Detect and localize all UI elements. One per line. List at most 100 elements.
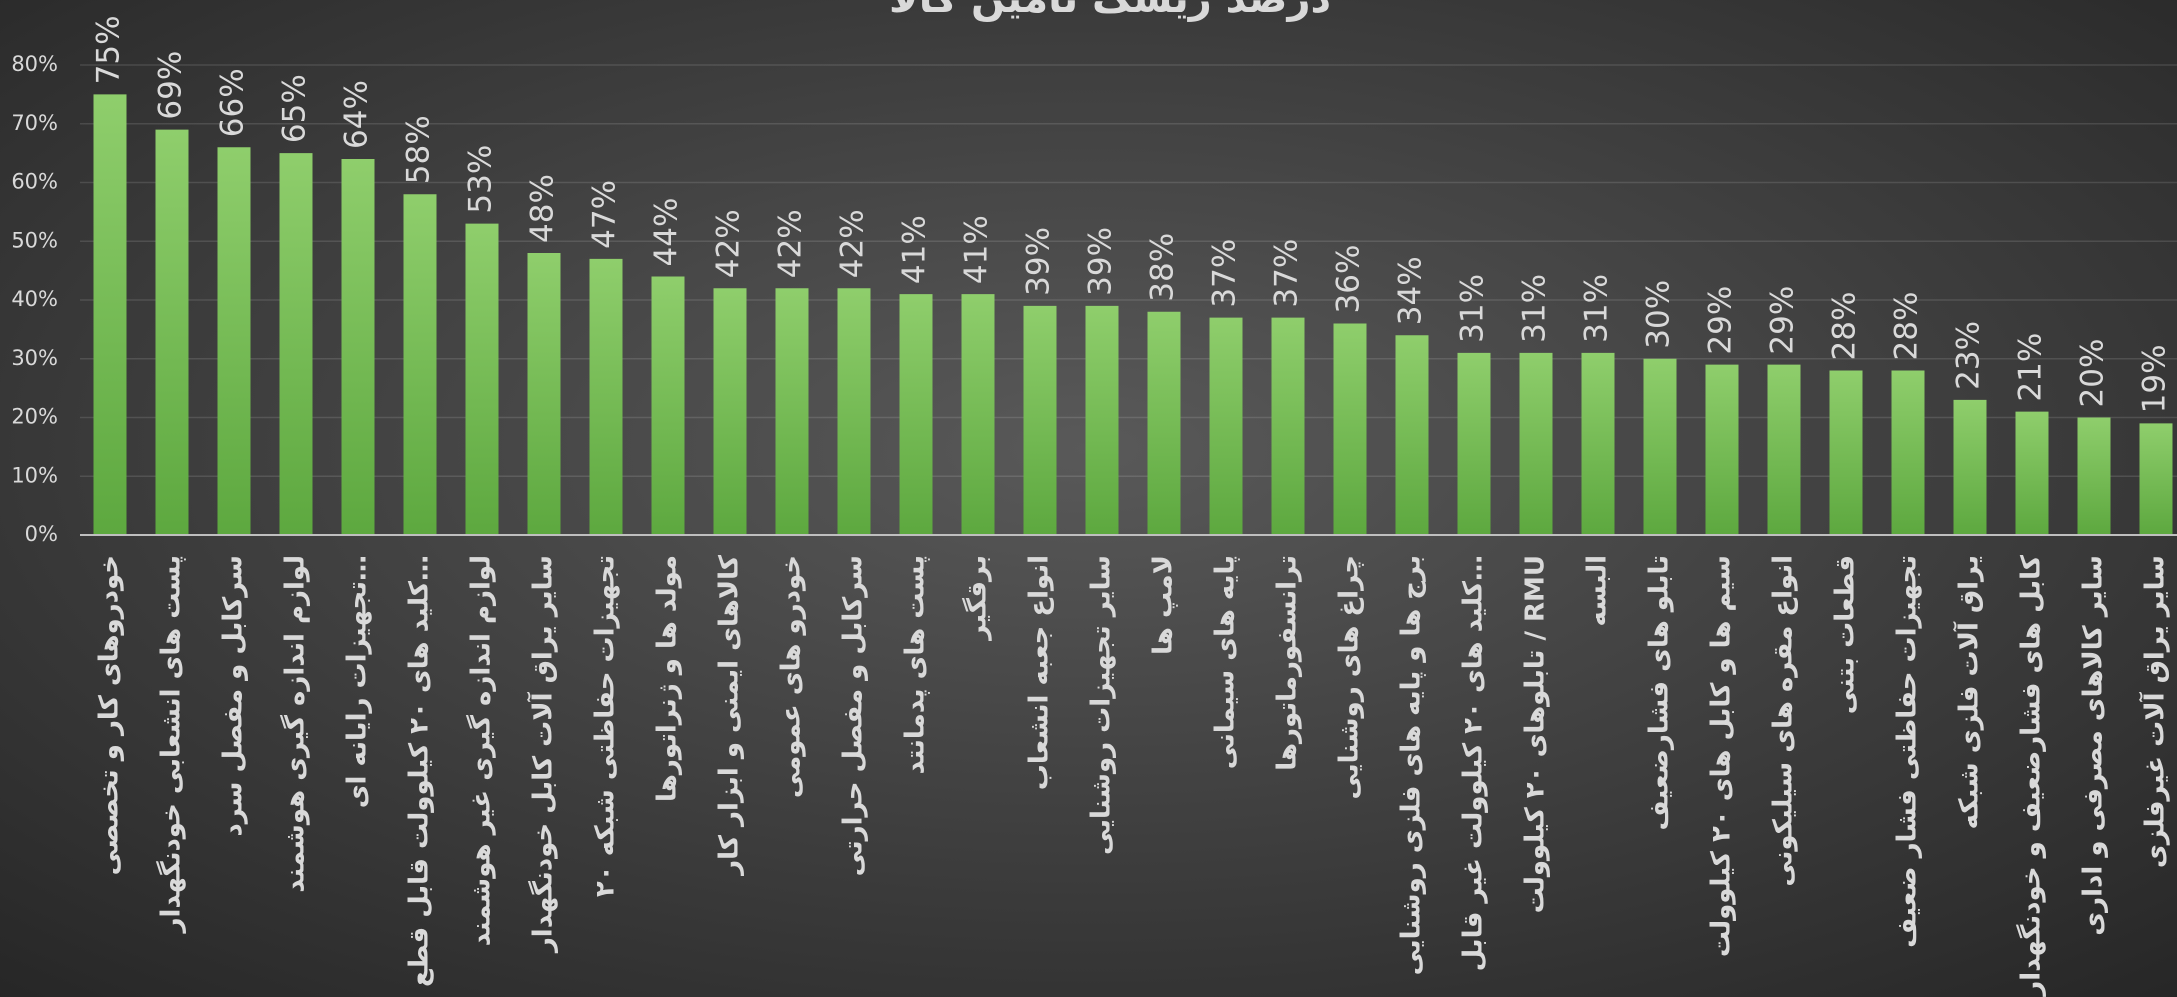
data-label: 69% xyxy=(153,51,189,120)
x-tick-label: البسه xyxy=(1583,555,1613,627)
data-label: 53% xyxy=(463,145,499,214)
x-tick-label: سایر کالاهای مصرفی و اداری xyxy=(2079,555,2109,936)
bar xyxy=(465,223,499,535)
x-tick-label: تجهیزات حفاظتی شبکه ۲۰ xyxy=(591,555,621,897)
bar xyxy=(775,288,809,535)
bar xyxy=(279,153,313,535)
x-tick-label: سایر تجهیزات روشنایی xyxy=(1087,555,1117,855)
bar xyxy=(961,294,995,535)
x-tick-label: خودروهای کار و تخصصی xyxy=(95,555,125,875)
y-tick-label: 40% xyxy=(11,287,58,311)
x-tick-label: چراغ های روشنایی xyxy=(1335,555,1365,799)
bar xyxy=(1643,358,1677,535)
bar xyxy=(589,258,623,535)
data-label: 29% xyxy=(1765,286,1801,355)
x-tick-label: لوازم اندازه گیری هوشمند xyxy=(280,555,311,893)
data-label: 31% xyxy=(1517,274,1553,343)
data-label: 42% xyxy=(711,209,747,278)
x-tick-label: ترانسفورماتورها xyxy=(1273,555,1303,771)
data-label: 37% xyxy=(1269,239,1305,308)
bar xyxy=(403,194,437,535)
x-tick-label: پست های پدمانتد xyxy=(901,555,931,775)
bar xyxy=(1333,323,1367,535)
x-tick-label: سایر یراق آلات کابل خودنگهدار xyxy=(527,555,559,954)
data-label: 30% xyxy=(1641,280,1677,349)
bar xyxy=(1395,335,1429,535)
data-label: 48% xyxy=(525,174,561,243)
x-tick-label: کابل های فشارضعیف و خودنگهدار xyxy=(2016,554,2047,997)
x-tick-label: برج ها و پایه های فلزی روشنایی xyxy=(1397,555,1427,975)
bar xyxy=(1953,399,1987,535)
data-label: 28% xyxy=(1827,292,1863,361)
x-tick-label: کلید های ۲۰ کیلوولت غیر قابل… xyxy=(1459,555,1489,971)
bar xyxy=(2077,417,2111,535)
data-label: 34% xyxy=(1393,256,1429,325)
data-label: 66% xyxy=(215,68,251,137)
data-label: 31% xyxy=(1455,274,1491,343)
bar xyxy=(713,288,747,535)
bar xyxy=(1023,305,1057,535)
y-tick-label: 20% xyxy=(11,405,58,429)
bar xyxy=(1581,352,1615,535)
data-label: 23% xyxy=(1951,321,1987,390)
data-label: 75% xyxy=(91,15,127,84)
bar xyxy=(1891,370,1925,535)
x-tick-label: انواع جعبه انشعاب xyxy=(1025,555,1055,790)
bar xyxy=(341,159,375,535)
data-label: 20% xyxy=(2075,339,2111,408)
x-tick-label: لامپ ها xyxy=(1149,555,1179,655)
data-label: 29% xyxy=(1703,286,1739,355)
x-tick-label: کالاهای ایمنی و ابزار کار xyxy=(715,554,745,877)
y-tick-label: 70% xyxy=(11,111,58,135)
x-tick-label: پایه های سیمانی xyxy=(1211,555,1241,769)
data-label: 42% xyxy=(773,209,809,278)
x-tick-label: لوازم اندازه گیری غیر هوشمند xyxy=(466,555,497,946)
x-tick-label: تجهیزات حفاظتی فشار ضعیف xyxy=(1893,555,1923,948)
x-tick-label: برقگیر xyxy=(962,555,993,642)
bar xyxy=(1209,317,1243,535)
y-tick-label: 10% xyxy=(11,463,58,487)
bar xyxy=(1085,305,1119,535)
chart-title: درصد ریسک تامین کالا xyxy=(889,0,1331,22)
data-label: 36% xyxy=(1331,245,1367,314)
y-tick-label: 0% xyxy=(25,522,58,546)
data-label: 58% xyxy=(401,115,437,184)
bar xyxy=(217,147,251,535)
bar xyxy=(155,129,189,535)
data-label: 42% xyxy=(835,209,871,278)
data-label: 38% xyxy=(1145,233,1181,302)
x-tick-label: خودرو های عمومی xyxy=(777,555,807,798)
bar xyxy=(1271,317,1305,535)
x-tick-label: قطعات بتنی xyxy=(1831,555,1861,714)
data-label: 19% xyxy=(2137,344,2173,413)
y-tick-label: 50% xyxy=(11,228,58,252)
data-label: 39% xyxy=(1021,227,1057,296)
data-label: 64% xyxy=(339,80,375,149)
bar xyxy=(651,276,685,535)
x-tick-label: سرکابل و مفصل حرارتی xyxy=(839,555,869,876)
data-label: 39% xyxy=(1083,227,1119,296)
bar xyxy=(2015,411,2049,535)
data-label: 28% xyxy=(1889,292,1925,361)
bar xyxy=(1705,364,1739,535)
data-label: 65% xyxy=(277,74,313,143)
x-tick-label: سرکابل و مفصل سرد xyxy=(219,555,249,837)
bar xyxy=(1147,311,1181,535)
data-label: 21% xyxy=(2013,333,2049,402)
data-label: 41% xyxy=(959,215,995,284)
bar xyxy=(1767,364,1801,535)
x-tick-label: تابلوهای ۲۰ کیلوولت / RMU xyxy=(1521,555,1551,913)
data-label: 37% xyxy=(1207,239,1243,308)
x-tick-label: پست های انشعابی خودنگهدار xyxy=(156,555,187,934)
bar xyxy=(1457,352,1491,535)
bar xyxy=(527,253,561,535)
y-tick-label: 60% xyxy=(11,170,58,194)
y-tick-label: 30% xyxy=(11,346,58,370)
data-label: 47% xyxy=(587,180,623,249)
bar xyxy=(1829,370,1863,535)
bar xyxy=(2139,423,2173,535)
bar xyxy=(93,94,127,535)
x-tick-label: مولد ها و ژنراتورها xyxy=(653,555,683,802)
x-tick-label: سایر یراق آلات غیرفلزی xyxy=(2139,555,2171,868)
